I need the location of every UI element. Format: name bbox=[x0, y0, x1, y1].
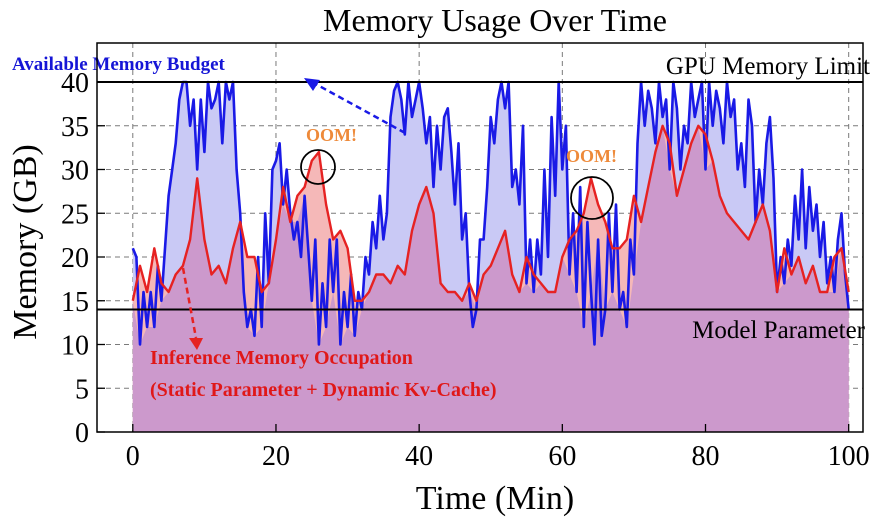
oom-label-2: OOM! bbox=[566, 146, 617, 166]
plot-frame bbox=[96, 42, 864, 433]
y-tick-label: 40 bbox=[61, 68, 89, 99]
reference-lines bbox=[97, 81, 863, 311]
inference-occupation-sublabel: (Static Parameter + Dynamic Kv-Cache) bbox=[150, 379, 496, 401]
budget-line bbox=[131, 80, 850, 346]
y-tick-label: 35 bbox=[61, 112, 89, 143]
gpu-memory-limit-label: GPU Memory Limit bbox=[666, 53, 870, 80]
oom-label-1: OOM! bbox=[306, 125, 357, 145]
y-tick-label: 20 bbox=[61, 243, 89, 274]
x-axis-label: Time (Min) bbox=[416, 480, 574, 517]
y-tick-label: 10 bbox=[61, 331, 89, 362]
y-axis-label: Memory (GB) bbox=[7, 144, 44, 339]
chart-title: Memory Usage Over Time bbox=[323, 2, 667, 38]
x-tick-label: 100 bbox=[828, 441, 870, 472]
area-fills bbox=[132, 82, 849, 433]
occupation-arrow-head bbox=[189, 338, 203, 350]
inference-occupation-label: Inference Memory Occupation bbox=[150, 347, 413, 369]
budget-arrow-head bbox=[304, 78, 320, 91]
x-tick-label: 60 bbox=[548, 441, 576, 472]
x-tick-label: 80 bbox=[692, 441, 720, 472]
y-tick-label: 25 bbox=[61, 199, 89, 230]
oom-circle-1 bbox=[300, 149, 336, 185]
ticks: 0 20 40 60 80 100 0 5 10 15 20 25 30 35 40 bbox=[61, 68, 870, 472]
occupation-line bbox=[131, 124, 850, 302]
y-tick-label: 5 bbox=[75, 374, 89, 405]
overlap-area bbox=[132, 125, 849, 433]
x-tick-label: 0 bbox=[126, 441, 140, 472]
budget-arrow-line bbox=[311, 80, 408, 136]
occupation-arrow-line bbox=[181, 267, 198, 339]
x-tick-label: 20 bbox=[262, 441, 290, 472]
x-tick-label: 40 bbox=[405, 441, 433, 472]
oom-circle-2 bbox=[570, 176, 614, 220]
series-lines bbox=[131, 80, 850, 346]
model-parameter-label: Model Parameter bbox=[692, 317, 866, 344]
y-tick-label: 30 bbox=[61, 156, 89, 187]
y-tick-label: 0 bbox=[75, 418, 89, 449]
available-memory-budget-label: Available Memory Budget bbox=[12, 54, 226, 75]
y-tick-label: 15 bbox=[61, 287, 89, 318]
